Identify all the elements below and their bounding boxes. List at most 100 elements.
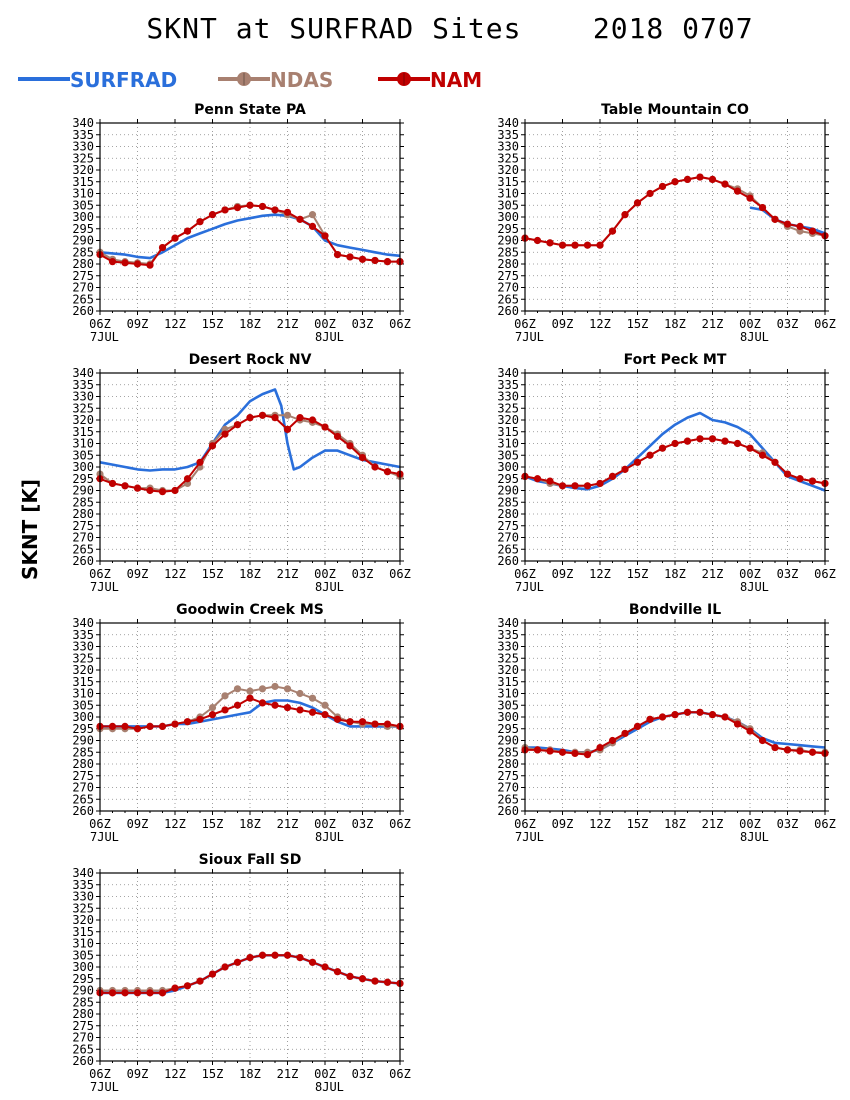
y-tick-label: 290 (72, 984, 94, 998)
data-point (371, 720, 379, 728)
data-point (171, 720, 179, 728)
series-line (525, 711, 826, 756)
x-tick-label: 00Z (739, 567, 761, 581)
data-point (271, 206, 279, 214)
panel-frame (524, 122, 826, 312)
x-tick-label: 03Z (777, 567, 799, 581)
x-tick-label: 12Z (589, 567, 611, 581)
data-point (646, 451, 654, 459)
data-point (621, 211, 629, 219)
legend-entry-nam: NAM (378, 68, 482, 92)
data-point (608, 227, 617, 235)
data-point (246, 201, 254, 209)
data-point (721, 713, 729, 721)
data-point (583, 751, 592, 759)
data-point (771, 458, 779, 466)
panel-bondville-il: Bondville IL2602652702752802852902953003… (497, 602, 836, 844)
x-tick-label: 03Z (352, 317, 374, 331)
y-tick-label: 260 (72, 1054, 94, 1068)
x-tick-label: 15Z (627, 567, 649, 581)
x-tick-label: 18Z (239, 567, 261, 581)
data-point (271, 701, 279, 709)
data-point (221, 706, 229, 714)
data-point (746, 194, 754, 202)
x-tick-label: 06Z (514, 817, 536, 831)
x-tick-label: 21Z (702, 567, 724, 581)
data-point (246, 687, 254, 695)
data-point (271, 414, 279, 422)
grid (525, 623, 825, 811)
x-tick-label: 06Z (514, 317, 536, 331)
x-tick-label: 00Z (739, 817, 761, 831)
x-tick-label: 18Z (664, 817, 686, 831)
x-tick-label: 12Z (164, 1067, 186, 1081)
y-tick-label: 310 (497, 437, 519, 451)
data-point (358, 255, 367, 263)
x-tick-label: 21Z (702, 317, 724, 331)
data-point (721, 437, 729, 445)
data-point (746, 727, 754, 735)
data-point (221, 430, 229, 438)
data-point (258, 699, 267, 707)
data-point (296, 706, 304, 714)
data-point (133, 260, 142, 268)
data-point (371, 256, 379, 265)
data-point (633, 722, 642, 731)
y-tick-label: 315 (72, 675, 94, 689)
y-tick-label: 340 (72, 116, 94, 130)
x-tick-label: 06Z (514, 567, 536, 581)
x-tick-label: 00Z (314, 817, 336, 831)
data-point (133, 484, 142, 492)
y-tick-label: 310 (497, 687, 519, 701)
data-point (221, 206, 229, 214)
x-tick-label: 12Z (589, 817, 611, 831)
x-tick-label: 09Z (552, 317, 574, 331)
legend-label: NDAS (270, 68, 333, 92)
y-tick-label: 260 (497, 554, 519, 568)
data-point (108, 479, 117, 488)
data-point (333, 432, 342, 441)
data-point (321, 711, 329, 719)
data-point (171, 486, 179, 495)
series-nam (521, 435, 829, 490)
data-point (308, 708, 317, 716)
y-tick-label: 320 (72, 413, 94, 427)
data-point (596, 479, 604, 488)
data-point (796, 747, 804, 755)
x-tick-label: 03Z (352, 817, 374, 831)
x-tick-label: 15Z (202, 317, 224, 331)
y-tick-label: 310 (72, 187, 94, 201)
data-point (696, 173, 704, 181)
series-line (524, 711, 825, 754)
y-tick-label: 315 (497, 675, 519, 689)
y-tick-label: 295 (497, 222, 519, 236)
data-point (771, 743, 779, 752)
grid (100, 623, 400, 811)
data-point (533, 475, 542, 483)
y-tick-label: 320 (497, 163, 519, 177)
y-tick-label: 260 (497, 804, 519, 818)
data-point (296, 954, 304, 962)
y-tick-label: 260 (72, 554, 94, 568)
data-point (371, 463, 379, 471)
data-point (146, 486, 154, 495)
y-tick-label: 275 (497, 269, 519, 283)
x-tick-label: 09Z (127, 317, 149, 331)
data-point (808, 227, 817, 235)
data-point (308, 222, 317, 230)
data-point (183, 718, 192, 726)
data-point (358, 454, 367, 462)
data-point (296, 689, 304, 698)
data-point (258, 202, 267, 211)
x-date-label: 7JUL (90, 330, 119, 344)
x-tick-label: 21Z (702, 817, 724, 831)
data-point (321, 701, 329, 709)
data-point (246, 954, 254, 962)
y-tick-label: 265 (72, 1042, 94, 1056)
x-tick-label: 03Z (777, 817, 799, 831)
data-point (283, 425, 292, 433)
y-tick-label: 325 (497, 401, 519, 415)
panel-title: Sioux Fall SD (199, 852, 302, 868)
y-tick-label: 295 (497, 472, 519, 486)
series-line (99, 388, 401, 472)
